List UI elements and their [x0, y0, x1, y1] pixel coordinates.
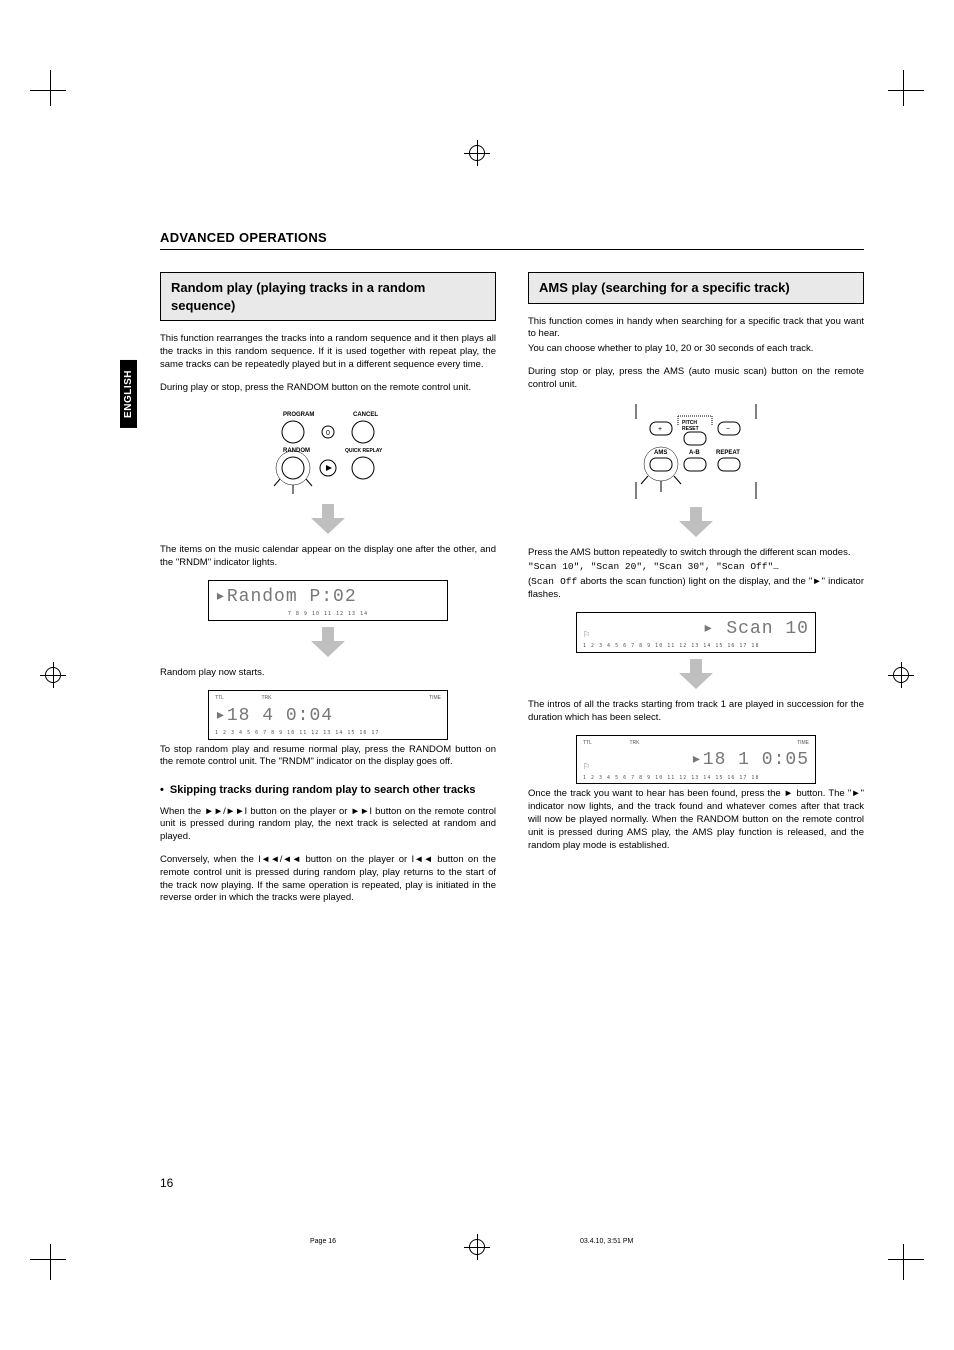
display-ams-playing: TTLTRKTIME ⚐▸18 1 0:05 1 2 3 4 5 6 7 8 9… [576, 735, 816, 785]
random-now-starts: Random play now starts. [160, 667, 496, 680]
arrow-down-icon [679, 659, 713, 689]
random-calendar-note: The items on the music calendar appear o… [160, 544, 496, 570]
svg-text:AMS: AMS [654, 450, 667, 456]
remote-ams-diagram: + PITCH RESET − AMS A-B REPEAT [616, 404, 776, 499]
footer-page: Page 16 [310, 1238, 336, 1245]
ams-intros-note: The intros of all the tracks starting fr… [528, 699, 864, 725]
random-instruction: During play or stop, press the RANDOM bu… [160, 382, 496, 395]
random-intro: This function rearranges the tracks into… [160, 333, 496, 371]
scan-modes: "Scan 10", "Scan 20", "Scan 30", "Scan O… [528, 561, 864, 574]
ams-duration-note: You can choose whether to play 10, 20 or… [528, 343, 864, 356]
left-column: Random play (playing tracks in a random … [160, 272, 496, 915]
random-stop-note: To stop random play and resume normal pl… [160, 744, 496, 770]
svg-text:QUICK REPLAY: QUICK REPLAY [345, 448, 383, 454]
display-random-playing: TTLTRKTIME ▸18 4 0:04 1 2 3 4 5 6 7 8 9 … [208, 690, 448, 740]
skip-tracks-heading: • Skipping tracks during random play to … [160, 783, 496, 797]
svg-text:0: 0 [326, 430, 330, 437]
svg-text:CANCEL: CANCEL [353, 412, 378, 418]
random-play-heading: Random play (playing tracks in a random … [160, 272, 496, 321]
ams-intro: This function comes in handy when search… [528, 316, 864, 342]
svg-text:+: + [658, 426, 662, 433]
footer-date: 03.4.10, 3:51 PM [580, 1238, 633, 1245]
display-random-begin: ▸Random P:02 7 8 9 10 11 12 13 14 [208, 580, 448, 621]
skip-forward-note: When the ►►/►►I button on the player or … [160, 806, 496, 844]
right-column: AMS play (searching for a specific track… [528, 272, 864, 915]
svg-text:−: − [726, 426, 730, 433]
arrow-down-icon [311, 627, 345, 657]
scan-off-note: (Scan Off aborts the scan function) ligh… [528, 576, 864, 602]
page-number: 16 [160, 1176, 173, 1190]
svg-text:RESET: RESET [682, 426, 699, 432]
svg-text:PROGRAM: PROGRAM [283, 412, 314, 418]
arrow-down-icon [679, 507, 713, 537]
skip-back-note: Conversely, when the I◄◄/◄◄ button on th… [160, 854, 496, 905]
svg-text:REPEAT: REPEAT [716, 450, 740, 456]
svg-text:RANDOM: RANDOM [283, 448, 310, 454]
display-scan-mode: ⚐▸ Scan 10 1 2 3 4 5 6 7 8 9 10 11 12 13… [576, 612, 816, 653]
ams-found-note: Once the track you want to hear has been… [528, 788, 864, 852]
arrow-down-icon [311, 504, 345, 534]
language-tab: ENGLISH [120, 360, 137, 428]
ams-press-note: Press the AMS button repeatedly to switc… [528, 547, 864, 560]
ams-instruction: During stop or play, press the AMS (auto… [528, 366, 864, 392]
section-title: ADVANCED OPERATIONS [160, 230, 864, 250]
remote-random-diagram: PROGRAM CANCEL 0 RANDOM QUICK REPLAY [253, 406, 403, 496]
ams-heading: AMS play (searching for a specific track… [528, 272, 864, 304]
svg-text:A-B: A-B [689, 450, 700, 456]
